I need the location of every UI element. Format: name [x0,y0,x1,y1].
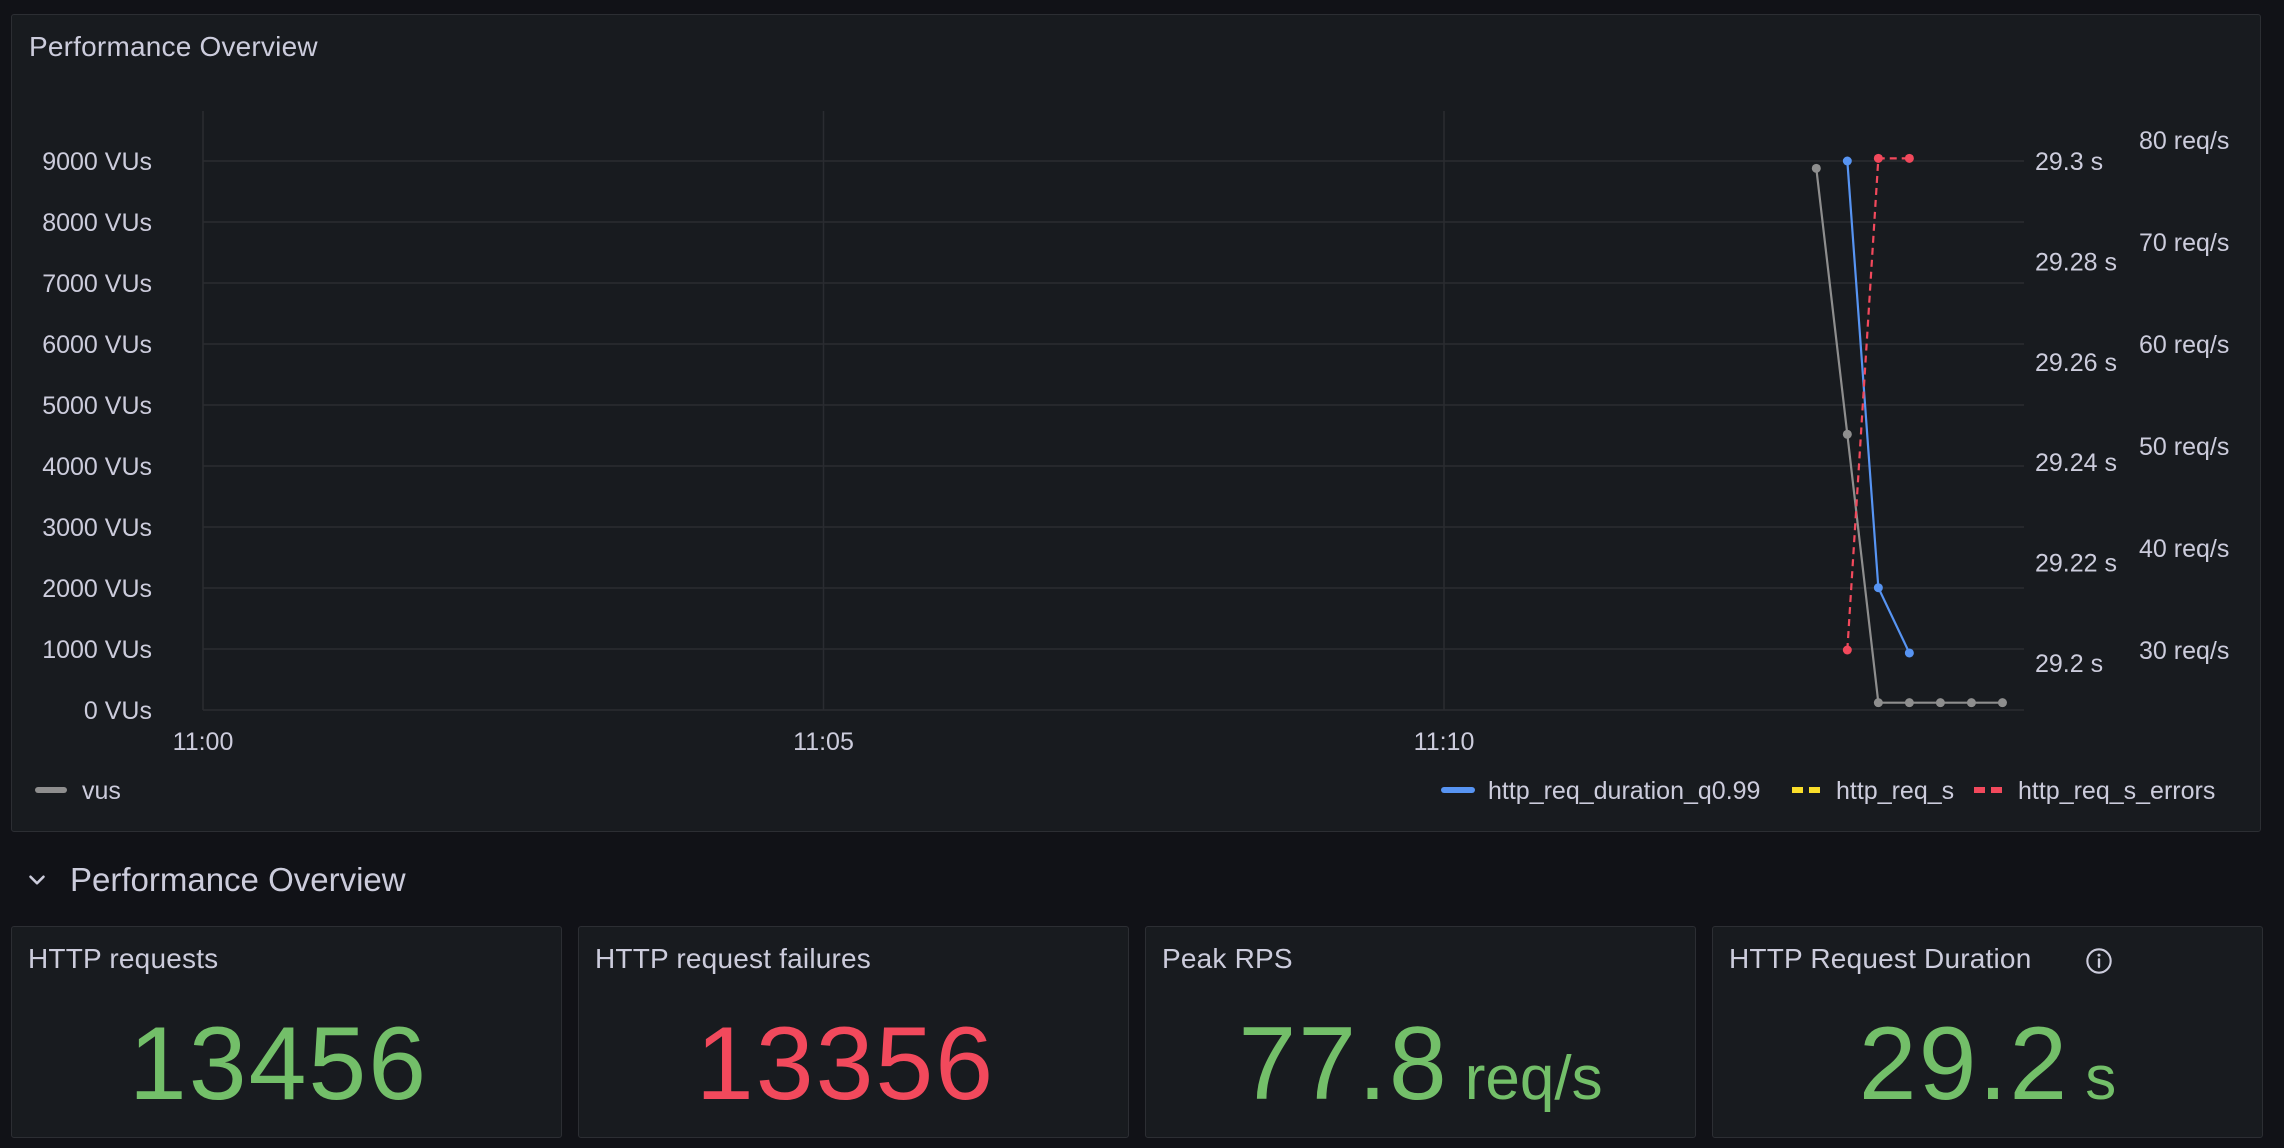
stat-value: 77.8 [1238,1006,1449,1122]
x-tick-label: 11:10 [1414,728,1475,756]
stat-value: 13356 [695,1006,996,1122]
timeseries-chart[interactable]: 11:00 11:05 11:10 0 VUs 1000 VUs 2000 VUs 3000… [12,15,2262,833]
x-tick-label: 11:00 [173,728,234,756]
legend-item-label[interactable]: http_req_s [1836,777,1954,805]
row-title[interactable]: Performance Overview [70,861,406,898]
y-left-tick-label: 8000 VUs [42,209,152,237]
y-left-tick-label: 1000 VUs [42,636,152,664]
stat-unit: s [2085,1044,2117,1113]
y-right-duration-tick-label: 29.3 s [2035,148,2103,176]
stat-panel-http-request-duration[interactable]: HTTP Request Duration 29.2 s [1712,926,2263,1138]
y-left-tick-label: 4000 VUs [42,453,152,481]
data-point [1873,153,1883,163]
series-line-http-req-duration-q0-99 [1846,160,1911,654]
data-point [1935,698,1945,708]
y-left-tick-label: 2000 VUs [42,575,152,603]
data-point [1842,156,1852,166]
timeseries-panel[interactable]: Performance Overview 11:00 11:05 11:10 0 VU… [11,14,2261,832]
data-point [1966,698,1976,708]
stat-panel-http-request-failures[interactable]: HTTP request failures 13356 [578,926,1129,1138]
stat-title: HTTP Request Duration [1729,943,2032,974]
data-point [1904,153,1914,163]
legend-item-label[interactable]: vus [82,777,121,805]
stat-unit: req/s [1464,1044,1603,1113]
y-left-tick-label: 3000 VUs [42,514,152,542]
data-point [1997,698,2007,708]
x-tick-label: 11:05 [793,728,854,756]
stat-panel-peak-rps[interactable]: Peak RPS 77.8 req/s [1145,926,1696,1138]
y-right-rps-tick-label: 70 req/s [2139,229,2229,257]
data-point [1842,645,1852,655]
y-left-tick-label: 5000 VUs [42,392,152,420]
legend-item-label[interactable]: http_req_s_errors [2018,777,2215,805]
y-right-rps-tick-label: 40 req/s [2139,535,2229,563]
data-point [1842,429,1852,439]
row-header[interactable]: Performance Overview [24,856,406,904]
legend-item-label[interactable]: http_req_duration_q0.99 [1488,777,1760,805]
y-right-rps-tick-label: 80 req/s [2139,127,2229,155]
stat-value: 13456 [128,1006,429,1122]
y-left-tick-label: 9000 VUs [42,148,152,176]
y-right-duration-tick-label: 29.28 s [2035,248,2117,276]
y-right-duration-tick-label: 29.26 s [2035,349,2117,377]
chevron-down-icon[interactable] [24,867,50,893]
stat-title: Peak RPS [1162,943,1293,974]
panel-title[interactable]: Performance Overview [29,31,318,62]
y-right-duration-tick-label: 29.2 s [2035,650,2103,678]
data-point [1811,163,1821,173]
info-icon[interactable] [2085,947,2113,975]
data-point [1904,648,1914,658]
y-right-rps-tick-label: 30 req/s [2139,637,2229,665]
stat-value: 29.2 [1858,1006,2070,1122]
data-point [1904,698,1914,708]
stat-title: HTTP requests [28,943,219,974]
stat-title: HTTP request failures [595,943,872,974]
y-right-rps-tick-label: 50 req/s [2139,433,2229,461]
y-right-duration-tick-label: 29.22 s [2035,550,2117,578]
y-left-tick-label: 6000 VUs [42,331,152,359]
data-point [1873,698,1883,708]
y-right-duration-tick-label: 29.24 s [2035,449,2117,477]
y-left-tick-label: 0 VUs [84,697,152,725]
y-right-rps-tick-label: 60 req/s [2139,331,2229,359]
y-left-tick-label: 7000 VUs [42,270,152,298]
data-point [1873,583,1883,593]
stat-panel-http-requests[interactable]: HTTP requests 13456 [11,926,562,1138]
